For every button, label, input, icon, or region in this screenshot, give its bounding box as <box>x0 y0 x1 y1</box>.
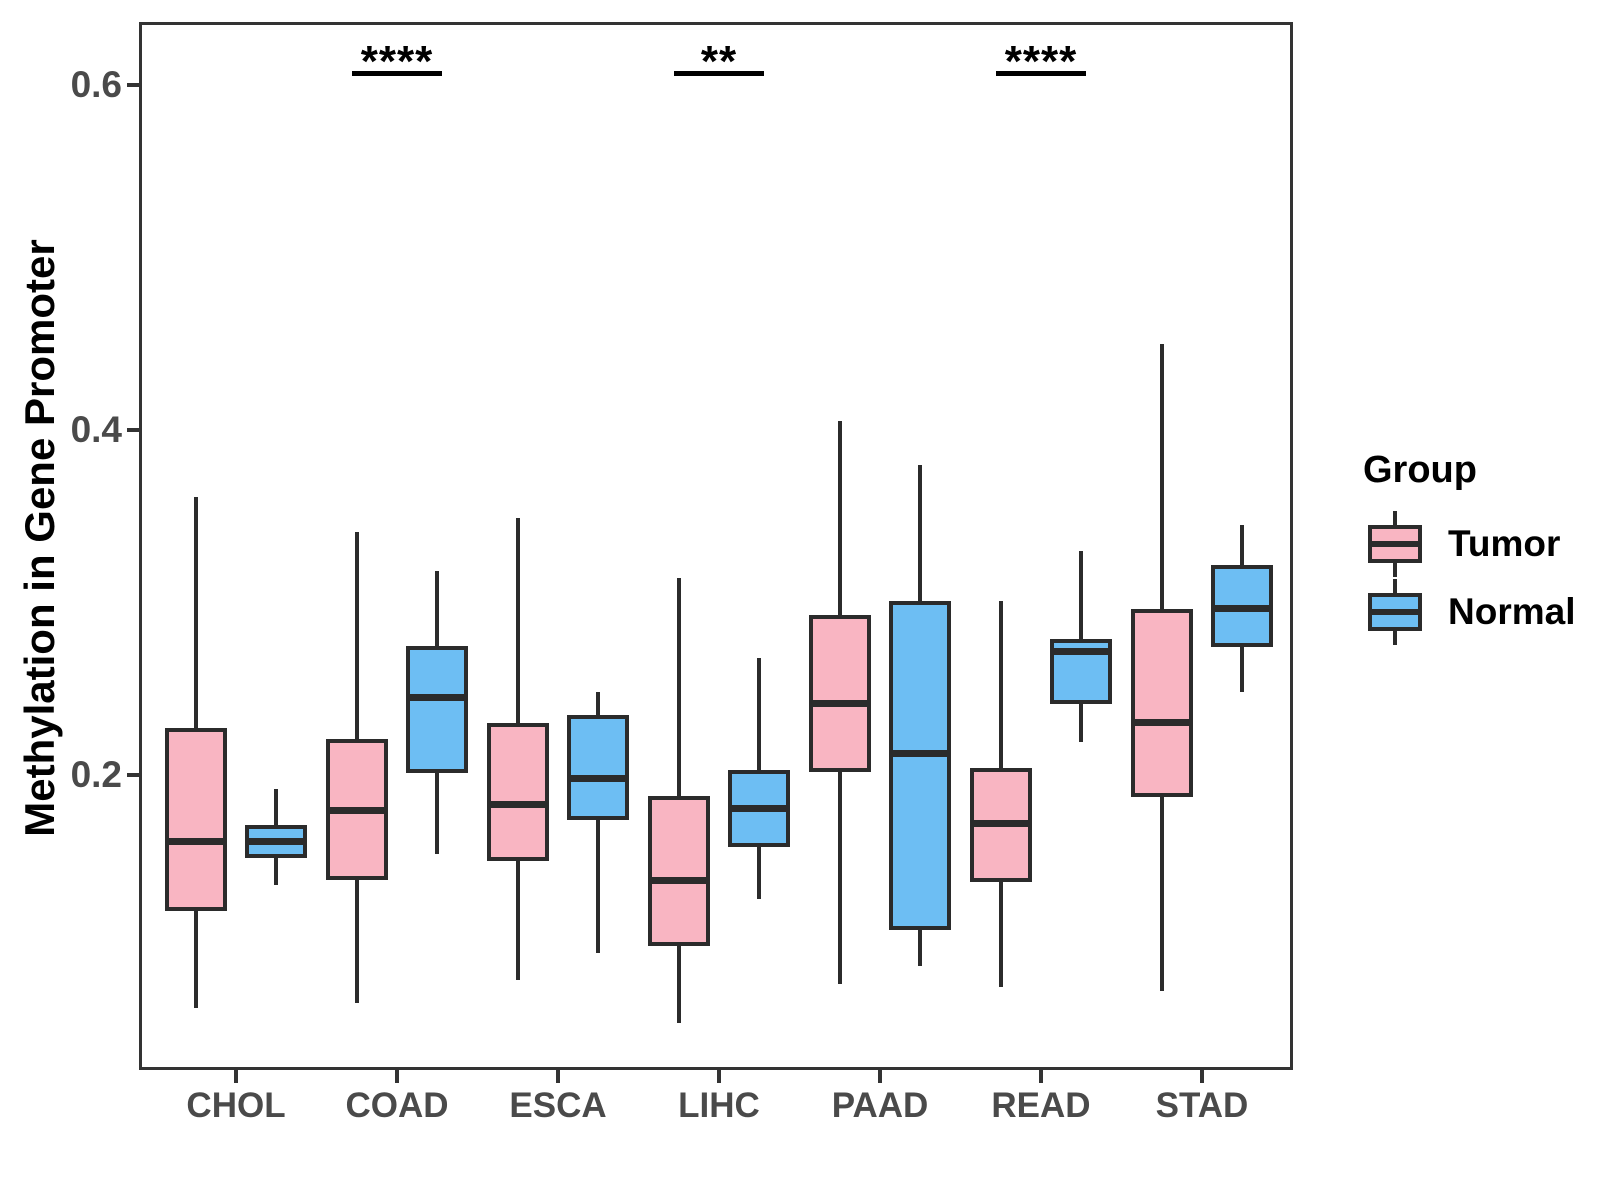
tumor-median <box>1131 718 1193 726</box>
significance-stars: **** <box>360 36 434 86</box>
tumor-median <box>648 877 710 885</box>
x-axis-tick-label: LIHC <box>678 1086 760 1125</box>
y-axis-tick <box>127 428 139 432</box>
tumor-box <box>1131 609 1193 798</box>
significance-stars: **** <box>1004 36 1078 86</box>
normal-median <box>1211 604 1273 612</box>
legend-item-tumor: Tumor <box>1363 510 1575 578</box>
x-axis-tick-label: COAD <box>345 1086 449 1125</box>
x-axis-tick-label: PAAD <box>831 1086 929 1125</box>
legend-items: Tumor Normal <box>1363 510 1575 646</box>
legend-boxplot-icon <box>1368 511 1422 577</box>
legend-boxplot-icon <box>1368 579 1422 645</box>
y-axis-tick <box>127 83 139 87</box>
legend-item-normal: Normal <box>1363 578 1575 646</box>
x-axis-tick <box>878 1070 882 1083</box>
x-axis-tick <box>1200 1070 1204 1083</box>
legend-label: Tumor <box>1448 523 1561 564</box>
tumor-median <box>165 837 227 845</box>
normal-median <box>245 837 307 845</box>
legend-label: Normal <box>1448 591 1576 632</box>
normal-box <box>567 714 629 820</box>
normal-median <box>1050 647 1112 655</box>
normal-box <box>889 600 951 931</box>
normal-median <box>406 694 468 702</box>
normal-median <box>889 749 951 757</box>
x-axis-tick-label: CHOL <box>186 1086 286 1125</box>
normal-median <box>567 775 629 783</box>
x-axis-tick <box>717 1070 721 1083</box>
x-axis-tick-label: ESCA <box>509 1086 607 1125</box>
x-axis-tick <box>556 1070 560 1083</box>
normal-box <box>406 645 468 774</box>
y-axis-tick-label: 0.4 <box>70 409 122 450</box>
tumor-median <box>970 820 1032 828</box>
tumor-box <box>809 614 871 772</box>
y-axis-tick-label: 0.6 <box>70 64 122 105</box>
normal-whisker <box>596 692 600 953</box>
tumor-median <box>487 801 549 809</box>
tumor-median <box>326 806 388 814</box>
significance-stars: ** <box>700 36 738 86</box>
y-axis-tick-label: 0.2 <box>70 754 122 795</box>
x-axis-tick <box>1039 1070 1043 1083</box>
tumor-box <box>648 795 710 946</box>
legend: Group Tumor Normal <box>1363 449 1575 646</box>
y-axis-tick <box>127 773 139 777</box>
normal-median <box>728 804 790 812</box>
x-axis-tick <box>234 1070 238 1083</box>
tumor-box <box>487 723 549 862</box>
x-axis-tick <box>395 1070 399 1083</box>
significance-bar <box>674 70 764 76</box>
significance-bar <box>352 70 442 76</box>
significance-bar <box>996 70 1086 76</box>
x-axis-tick-label: STAD <box>1155 1086 1249 1125</box>
tumor-box <box>165 728 227 912</box>
tumor-median <box>809 699 871 707</box>
plot-panel-border <box>139 22 1293 1070</box>
x-axis-tick-label: READ <box>991 1086 1091 1125</box>
legend-title: Group <box>1363 449 1477 491</box>
